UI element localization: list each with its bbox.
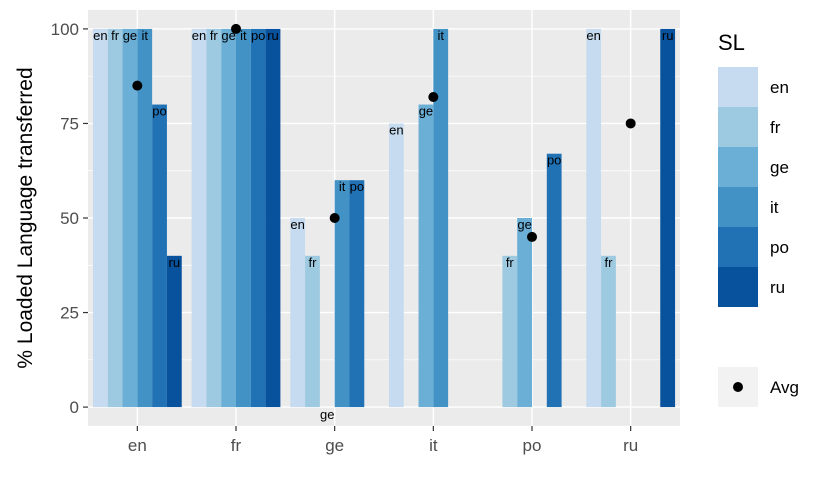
bar-label-ru-ru: ru [662, 28, 674, 43]
bar-en-en [92, 28, 108, 408]
bar-fr-po [250, 28, 266, 408]
legend-label-fr: fr [770, 118, 781, 137]
x-tick-label-ge: ge [325, 436, 344, 455]
x-tick-label-po: po [523, 436, 542, 455]
bar-label-fr-it: it [240, 28, 247, 43]
legend-label-it: it [770, 198, 779, 217]
bar-label-en-it: it [141, 28, 148, 43]
legend-avg-dot [733, 382, 743, 392]
bar-label-ge-en: en [290, 217, 304, 232]
y-tick-label: 25 [60, 304, 79, 323]
bar-en-it [137, 28, 153, 408]
x-tick-label-fr: fr [231, 436, 242, 455]
bar-label-fr-en: en [192, 28, 206, 43]
bar-label-fr-fr: fr [210, 28, 219, 43]
bar-fr-ru [265, 28, 281, 408]
bar-label-ge-it: it [339, 179, 346, 194]
y-axis: 0 25 50 75 100 [51, 20, 88, 417]
y-tick-label: 0 [70, 398, 79, 417]
bar-ge-en [290, 218, 306, 408]
bar-label-en-fr: fr [111, 28, 120, 43]
bar-fr-en [191, 28, 207, 408]
y-tick-label: 50 [60, 209, 79, 228]
x-tick-label-en: en [128, 436, 147, 455]
legend-label-ru: ru [770, 278, 785, 297]
bar-ge-fr [305, 255, 320, 408]
avg-point-it [428, 91, 439, 102]
legend: SL en fr ge it po ru Avg [718, 30, 799, 407]
x-tick-label-it: it [429, 436, 438, 455]
y-tick-label: 75 [60, 114, 79, 133]
bar-ru-fr [601, 255, 616, 408]
bar-label-ge-ge: ge [320, 407, 334, 422]
legend-key-en [718, 67, 758, 107]
bar-fr-ge [221, 28, 236, 408]
x-axis: en fr ge it po ru [128, 426, 638, 455]
avg-points-group [132, 23, 636, 242]
bar-ge-it [334, 180, 350, 408]
bar-en-po [152, 104, 167, 408]
bar-en-ge [122, 28, 138, 408]
legend-label-po: po [770, 238, 789, 257]
avg-point-fr [231, 23, 241, 34]
bar-fr-fr [206, 28, 222, 408]
avg-point-ru [625, 118, 636, 129]
bars-group [92, 28, 676, 408]
bar-label-po-po: po [547, 153, 561, 168]
bar-label-it-ge: ge [419, 104, 433, 119]
bar-label-fr-ge: ge [221, 28, 235, 43]
bar-it-ge [418, 104, 434, 408]
bar-fr-it [236, 28, 251, 408]
bar-label-ge-po: po [350, 179, 364, 194]
bar-it-en [388, 123, 404, 408]
x-tick-label-ru: ru [623, 436, 638, 455]
legend-title: SL [718, 30, 745, 55]
bar-it-it [433, 28, 449, 408]
bar-ge-po [349, 180, 365, 408]
legend-key-po [718, 227, 758, 267]
legend-key-it [718, 187, 758, 227]
avg-point-en [132, 80, 143, 91]
legend-label-en: en [770, 78, 789, 97]
bar-ru-ru [660, 28, 676, 408]
legend-key-ru [718, 267, 758, 307]
bar-label-fr-ru: ru [267, 28, 279, 43]
legend-avg-label: Avg [770, 378, 799, 397]
legend-items: en fr ge it po ru [718, 67, 789, 307]
bar-label-en-ru: ru [169, 255, 181, 270]
bar-po-ge [517, 218, 532, 408]
bar-label-it-it: it [437, 28, 444, 43]
y-axis-title: % Loaded Language transferred [14, 67, 37, 368]
bar-label-ru-en: en [586, 28, 600, 43]
bar-label-it-en: en [389, 122, 403, 137]
legend-key-fr [718, 107, 758, 147]
bar-en-fr [107, 28, 123, 408]
avg-point-po [527, 231, 537, 242]
bar-label-po-fr: fr [506, 255, 515, 270]
bar-label-ge-fr: fr [308, 255, 317, 270]
bar-label-en-po: po [152, 104, 166, 119]
bar-ru-en [586, 28, 602, 408]
legend-key-ge [718, 147, 758, 187]
bar-label-fr-po: po [251, 28, 265, 43]
bar-label-en-ge: ge [123, 28, 137, 43]
bar-en-ru [166, 255, 182, 408]
bar-label-en-en: en [93, 28, 107, 43]
bar-label-po-ge: ge [517, 217, 531, 232]
avg-point-ge [329, 213, 340, 223]
bar-label-ru-fr: fr [604, 255, 613, 270]
legend-label-ge: ge [770, 158, 789, 177]
bar-po-po [546, 153, 562, 408]
y-tick-label: 100 [51, 20, 79, 39]
bar-po-fr [502, 255, 518, 408]
